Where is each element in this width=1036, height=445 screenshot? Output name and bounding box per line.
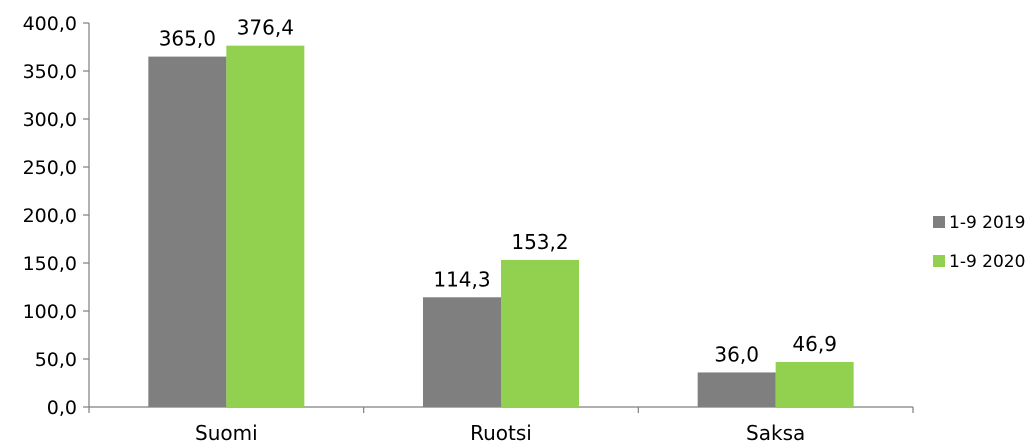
data-label: 114,3 xyxy=(433,267,490,291)
y-tick-label: 0,0 xyxy=(47,397,77,419)
data-labels: 365,0 114,3 36,0 376,4 153,2 46,9 xyxy=(159,16,837,367)
bar xyxy=(423,297,501,407)
y-axis: 0,0 50,0 100,0 150,0 200,0 250,0 300,0 350,0 400… xyxy=(23,13,90,419)
bars xyxy=(148,45,854,407)
bar xyxy=(697,372,776,407)
x-category-label: Saksa xyxy=(746,421,805,445)
y-tick-label: 200,0 xyxy=(23,205,77,227)
bar xyxy=(226,45,305,407)
y-tick-label: 250,0 xyxy=(23,157,77,179)
x-axis: Suomi Ruotsi Saksa xyxy=(88,406,914,445)
legend-swatch xyxy=(933,255,945,267)
legend-label: 1-9 2019 xyxy=(949,213,1025,233)
data-label: 46,9 xyxy=(792,332,837,356)
legend-label: 1-9 2020 xyxy=(949,252,1025,272)
y-tick-label: 100,0 xyxy=(23,301,77,323)
bar xyxy=(148,56,227,407)
y-tick-label: 400,0 xyxy=(23,13,77,35)
x-category-label: Suomi xyxy=(195,421,258,445)
data-label: 153,2 xyxy=(511,230,568,254)
bar xyxy=(501,259,579,407)
y-tick-label: 50,0 xyxy=(35,349,77,371)
y-tick-label: 150,0 xyxy=(23,253,77,275)
x-category-label: Ruotsi xyxy=(470,421,532,445)
data-label: 365,0 xyxy=(159,27,216,51)
data-label: 36,0 xyxy=(714,342,759,366)
y-tick-label: 350,0 xyxy=(23,61,77,83)
data-label: 376,4 xyxy=(237,16,294,40)
legend-swatch xyxy=(933,216,945,228)
bar xyxy=(775,361,854,407)
legend: 1-9 2019 1-9 2020 xyxy=(933,213,1025,272)
y-tick-label: 300,0 xyxy=(23,109,77,131)
